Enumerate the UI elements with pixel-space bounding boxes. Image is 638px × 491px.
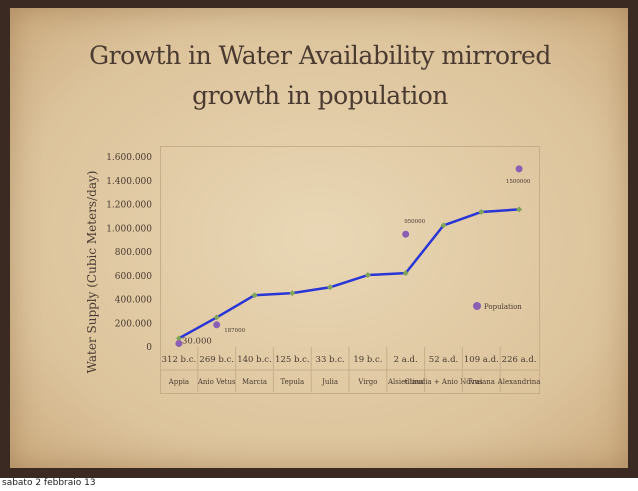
aqueduct-label: Alexandrina (497, 378, 541, 386)
x-tick-label: 52 a.d. (429, 355, 458, 365)
x-tick-label: 2 a.d. (394, 355, 418, 365)
y-tick-label: 1.200.000 (106, 201, 152, 211)
x-tick-label: 312 b.c. (162, 355, 197, 365)
aqueduct-label: Anio Vetus (197, 378, 236, 386)
x-tick-label: 269 b.c. (199, 355, 234, 365)
water-supply-marker (402, 270, 409, 277)
x-tick-label: 226 a.d. (502, 355, 537, 365)
water-supply-marker (440, 222, 447, 229)
water-supply-marker (364, 272, 371, 279)
x-tick-label: 125 b.c. (275, 355, 310, 365)
y-tick-label: 600.000 (115, 272, 152, 282)
water-supply-marker (213, 314, 220, 321)
population-point (175, 339, 183, 347)
aqueduct-label: Claudia + Anio Novus (404, 378, 483, 386)
aqueduct-label: Virgo (357, 378, 377, 386)
water-supply-marker (251, 292, 258, 299)
x-tick-label: 19 b.c. (353, 355, 382, 365)
water-supply-marker (175, 335, 182, 342)
chart: Water Supply (Cubic Meters/day) 0 200.000 4… (85, 153, 541, 392)
water-supply-marker (289, 290, 296, 297)
y-tick-label: 1.600.000 (106, 153, 152, 163)
y-tick-label: 800.000 (115, 248, 152, 258)
paper-background (10, 8, 628, 468)
population-point (402, 230, 410, 238)
population-point (213, 321, 221, 329)
legend-swatch-population (473, 302, 481, 310)
population-data-label: 30.000 (182, 336, 212, 346)
footer-date: sabato 2 febbraio 13 (2, 478, 96, 488)
x-tick-label: 33 b.c. (316, 355, 345, 365)
water-supply-line (178, 208, 520, 340)
aqueduct-label: Appia (168, 378, 189, 386)
aqueduct-label: Marcia (242, 378, 267, 386)
y-tick-label: 1.000.000 (106, 224, 152, 234)
aqueduct-label: Alsientina (387, 378, 424, 386)
water-supply-marker (327, 284, 334, 291)
aqueduct-label: Julia (321, 378, 338, 386)
slide-title: Growth in Water Availability mirrored gr… (89, 41, 551, 110)
y-axis-title: Water Supply (Cubic Meters/day) (85, 171, 99, 374)
population-data-label: 950000 (404, 219, 425, 225)
chart-frame (160, 146, 540, 394)
y-tick-label: 0 (146, 343, 152, 353)
x-tick-label: 109 a.d. (464, 355, 499, 365)
water-supply-marker (516, 206, 523, 213)
aqueduct-label: Traiana (468, 378, 495, 386)
water-supply-marker (478, 208, 485, 215)
y-tick-label: 400.000 (115, 296, 152, 306)
population-data-label: 187000 (224, 328, 245, 334)
population-point (515, 165, 523, 173)
aqueduct-label: Tepula (280, 378, 304, 386)
legend-label-population: Population (484, 303, 522, 311)
y-tick-label: 1.400.000 (106, 177, 152, 187)
y-tick-label: 200.000 (115, 319, 152, 329)
population-data-label: 1500000 (506, 179, 531, 185)
slide: Growth in Water Availability mirrored gr… (0, 0, 638, 478)
x-tick-label: 140 b.c. (237, 355, 272, 365)
